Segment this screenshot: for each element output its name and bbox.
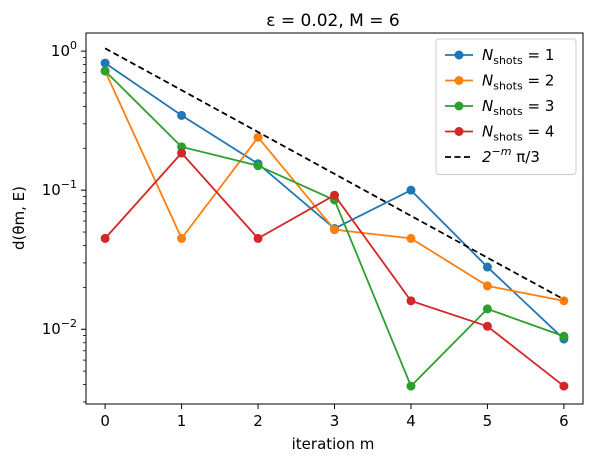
y-axis: 100 10−1 10−2 xyxy=(42,39,86,403)
legend-entry: Nshots = 4 xyxy=(482,123,554,144)
y-axis-label: d(θm, E) xyxy=(10,186,28,250)
x-tick-label: 2 xyxy=(253,412,263,430)
x-tick-label: 4 xyxy=(406,412,416,430)
chart-title: ε = 0.02, M = 6 xyxy=(266,11,399,31)
data-point xyxy=(559,296,569,306)
data-point xyxy=(330,190,339,200)
data-point xyxy=(482,262,492,272)
data-point xyxy=(253,233,263,243)
y-tick-label: 10−1 xyxy=(42,178,77,199)
data-point xyxy=(482,321,492,331)
legend-entry: Nshots = 3 xyxy=(482,97,554,118)
legend-box xyxy=(435,38,577,175)
data-point xyxy=(559,331,569,341)
legend: Nshots = 1 Nshots = 2 Nshots = 3 Nshots = 4… xyxy=(435,38,577,175)
data-point xyxy=(406,185,416,195)
data-point xyxy=(253,132,263,142)
data-point xyxy=(177,142,187,152)
data-point xyxy=(559,381,569,391)
x-tick-label: 1 xyxy=(177,412,187,430)
data-point xyxy=(100,233,110,243)
legend-entry: Nshots = 1 xyxy=(482,46,554,67)
legend-marker xyxy=(454,76,464,85)
y-tick-label: 100 xyxy=(51,39,77,60)
legend-marker xyxy=(454,101,464,111)
data-point xyxy=(253,161,263,171)
data-point xyxy=(482,281,492,291)
data-point xyxy=(100,66,110,76)
x-axis: 0 1 2 3 4 5 6 xyxy=(100,404,569,430)
legend-entry: Nshots = 2 xyxy=(482,72,554,93)
y-tick-label: 10−2 xyxy=(42,317,77,338)
data-point xyxy=(482,304,492,314)
x-tick-label: 6 xyxy=(559,412,569,430)
data-point xyxy=(177,233,187,243)
series-line xyxy=(104,151,565,387)
x-axis-label: iteration m xyxy=(292,435,375,453)
legend-marker xyxy=(454,127,464,136)
data-point xyxy=(100,58,110,68)
series-line xyxy=(104,47,565,301)
x-tick-label: 0 xyxy=(100,412,110,430)
data-point xyxy=(406,381,416,391)
data-point xyxy=(330,225,339,235)
x-tick-label: 5 xyxy=(483,412,493,430)
legend-marker xyxy=(454,50,464,60)
data-point xyxy=(177,110,187,120)
data-point xyxy=(177,148,187,158)
data-point xyxy=(406,233,416,243)
legend-entry: 2−m π/3 xyxy=(482,145,540,166)
data-point xyxy=(406,296,416,306)
plot-area xyxy=(100,47,569,391)
x-tick-label: 3 xyxy=(330,412,340,430)
